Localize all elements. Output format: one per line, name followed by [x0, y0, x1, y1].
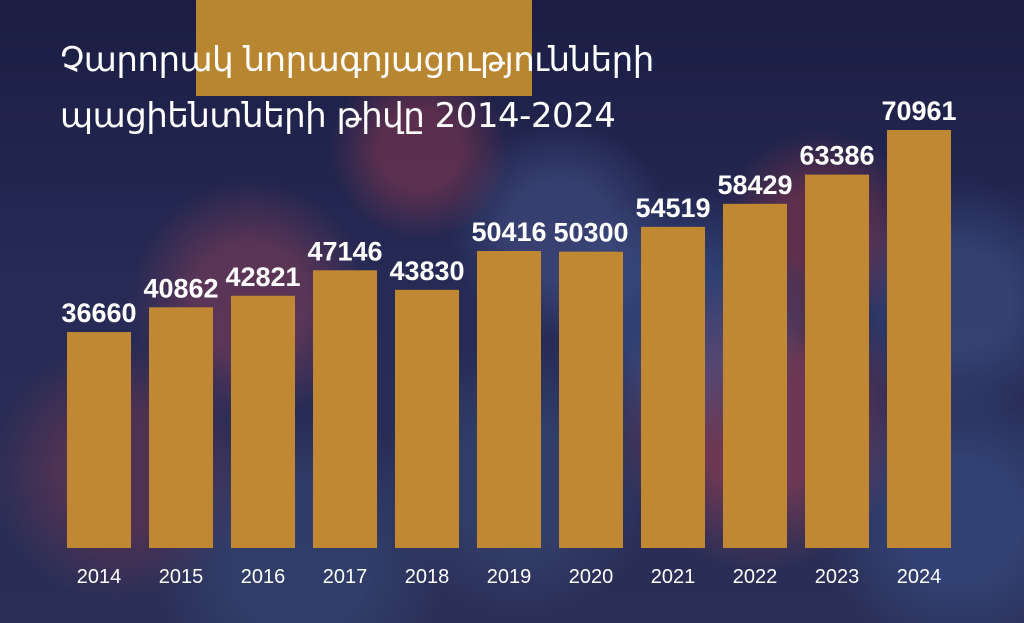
- bar-2016: [231, 295, 295, 548]
- bar-2024: [887, 130, 951, 548]
- data-label-2020: 50300: [553, 218, 628, 248]
- title-highlight: [196, 0, 532, 96]
- bar-2015: [149, 307, 213, 548]
- bar-2023: [805, 174, 869, 549]
- chart-title: Չարորակ նորագոյացությունների պացիենտների…: [60, 32, 654, 144]
- x-tick-2016: 2016: [241, 566, 286, 588]
- data-label-2016: 42821: [225, 262, 300, 292]
- bar-2014: [67, 332, 131, 548]
- bar-2022: [723, 203, 787, 548]
- x-tick-2021: 2021: [651, 566, 696, 588]
- x-tick-2019: 2019: [487, 566, 532, 588]
- data-label-2023: 63386: [799, 141, 874, 171]
- x-tick-2015: 2015: [159, 566, 204, 588]
- title-line-2: պացիենտների թիվը 2014-2024: [60, 96, 616, 136]
- data-label-2015: 40862: [143, 273, 218, 303]
- title-line-1: Չարորակ նորագոյացությունների: [60, 40, 654, 80]
- data-label-2018: 43830: [389, 256, 464, 286]
- bar-2018: [395, 289, 459, 548]
- data-label-2021: 54519: [635, 193, 710, 223]
- x-tick-2020: 2020: [569, 566, 614, 588]
- x-tick-2022: 2022: [733, 566, 778, 588]
- data-label-2014: 36660: [61, 298, 136, 328]
- bar-2021: [641, 226, 705, 548]
- x-tick-2017: 2017: [323, 566, 368, 588]
- data-label-2024: 70961: [881, 96, 956, 126]
- bar-2017: [313, 270, 377, 548]
- data-label-2019: 50416: [471, 217, 546, 247]
- x-tick-2024: 2024: [897, 566, 942, 588]
- data-label-2017: 47146: [307, 236, 382, 266]
- x-tick-2014: 2014: [77, 566, 122, 588]
- x-tick-2023: 2023: [815, 566, 860, 588]
- data-label-2022: 58429: [717, 170, 792, 200]
- bar-2020: [559, 251, 623, 549]
- bar-2019: [477, 251, 541, 548]
- x-tick-2018: 2018: [405, 566, 450, 588]
